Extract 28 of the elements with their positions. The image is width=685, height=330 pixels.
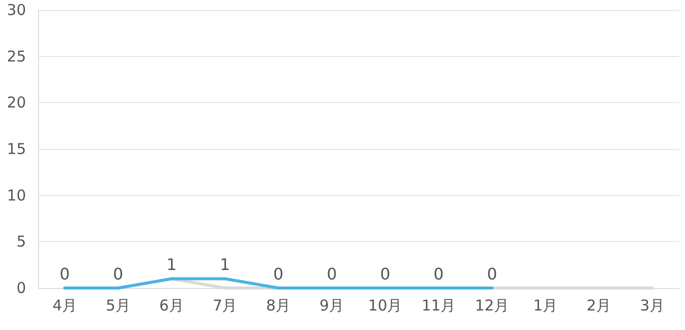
x-tick-label: 4月 xyxy=(52,296,77,314)
y-tick-label: 15 xyxy=(6,140,26,158)
x-tick-label: 1月 xyxy=(533,296,558,314)
y-tick-label: 5 xyxy=(16,232,26,251)
x-tick-label: 5月 xyxy=(106,296,130,314)
data-label: 0 xyxy=(273,264,284,284)
x-tick-label: 2月 xyxy=(586,296,612,314)
x-tick-label: 12月 xyxy=(474,296,510,314)
data-label: 0 xyxy=(326,264,337,284)
data-label: 0 xyxy=(434,264,444,284)
y-tick-label: 25 xyxy=(6,47,26,66)
x-tick-label: 6月 xyxy=(159,296,184,314)
x-tick-label: 7月 xyxy=(212,296,238,314)
x-tick-label: 9月 xyxy=(320,296,344,314)
x-tick-label: 8月 xyxy=(266,296,291,314)
y-tick-label: 10 xyxy=(6,186,26,204)
y-tick-label: 0 xyxy=(16,279,26,297)
y-tick-label: 20 xyxy=(6,94,26,112)
x-tick-label: 10月 xyxy=(368,296,402,314)
data-label: 0 xyxy=(113,264,124,284)
x-tick-label: 11月 xyxy=(422,296,456,314)
data-label: 0 xyxy=(380,264,390,284)
data-label: 1 xyxy=(220,255,230,274)
y-tick-label: 30 xyxy=(6,1,26,19)
data-label: 1 xyxy=(166,255,177,274)
data-label: 0 xyxy=(60,264,70,284)
x-tick-label: 3月 xyxy=(640,296,665,314)
data-label: 0 xyxy=(486,264,498,284)
